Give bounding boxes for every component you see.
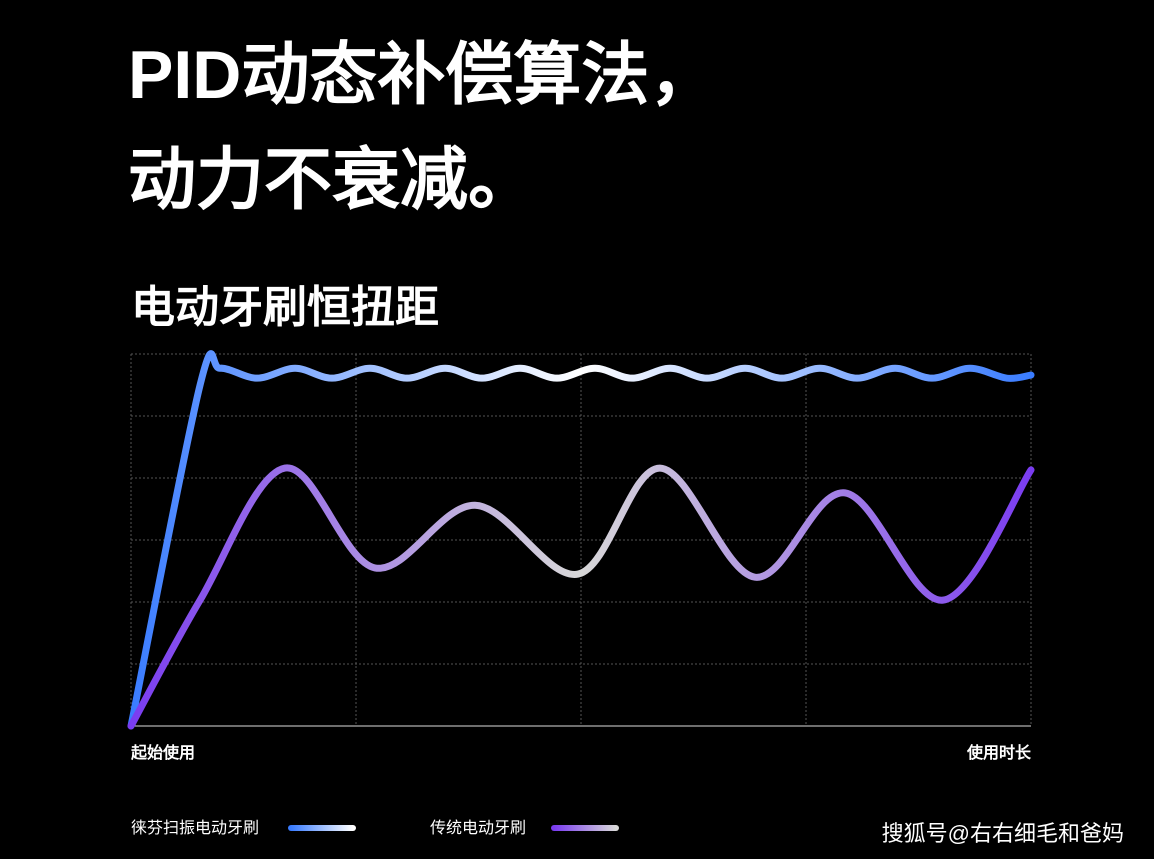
title-line: PID动态补偿算法， [128,37,717,113]
x-end-label: 使用时长 [966,743,1032,762]
watermark: 搜狐号@右右细毛和爸妈 [882,821,1124,846]
series-line [127,464,1035,730]
legend-label: 传统电动牙刷 [430,819,526,837]
title-line: 动力不衰减。 [128,142,536,218]
series-line [127,350,1035,730]
x-start-label: 起始使用 [130,743,195,762]
subtitle: 电动牙刷恒扭距 [131,283,439,332]
legend-label: 徕芬扫振电动牙刷 [131,819,259,837]
